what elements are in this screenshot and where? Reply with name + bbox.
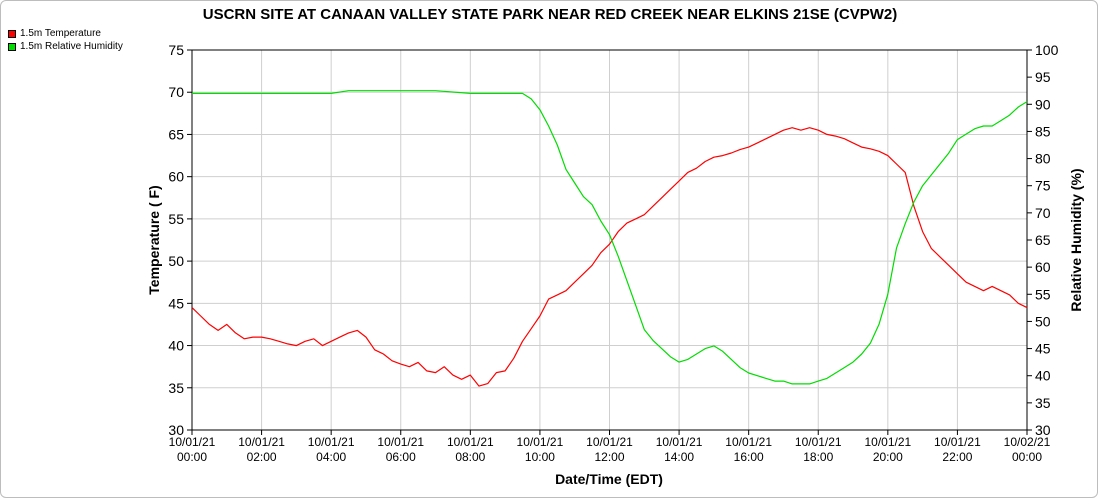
x-tick-date: 10/01/21 xyxy=(517,435,564,449)
x-tick-date: 10/01/21 xyxy=(934,435,981,449)
left-tick-label: 35 xyxy=(168,380,184,396)
right-tick-label: 80 xyxy=(1035,151,1051,167)
x-tick-time: 06:00 xyxy=(386,450,416,464)
x-tick-time: 00:00 xyxy=(1012,450,1042,464)
x-tick-date: 10/01/21 xyxy=(308,435,355,449)
x-tick-time: 20:00 xyxy=(873,450,903,464)
right-tick-label: 65 xyxy=(1035,232,1051,248)
x-tick-date: 10/01/21 xyxy=(864,435,911,449)
x-tick-date: 10/01/21 xyxy=(795,435,842,449)
left-tick-label: 75 xyxy=(168,42,184,58)
left-tick-label: 30 xyxy=(168,422,184,438)
legend-item-humidity: 1.5m Relative Humidity xyxy=(8,40,123,53)
x-tick-date: 10/01/21 xyxy=(586,435,633,449)
right-tick-label: 30 xyxy=(1035,422,1051,438)
left-tick-label: 40 xyxy=(168,338,184,354)
humidity-series-line xyxy=(192,90,1028,385)
x-axis-label: Date/Time (EDT) xyxy=(555,471,663,487)
legend-swatch-temperature xyxy=(8,29,16,38)
x-tick-time: 10:00 xyxy=(525,450,555,464)
right-tick-label: 40 xyxy=(1035,368,1051,384)
right-tick-label: 100 xyxy=(1035,42,1059,58)
x-tick-time: 00:00 xyxy=(177,450,207,464)
x-tick-time: 02:00 xyxy=(247,450,277,464)
right-tick-label: 45 xyxy=(1035,341,1051,357)
right-tick-label: 90 xyxy=(1035,96,1051,112)
left-tick-label: 60 xyxy=(168,169,184,185)
legend-label-temperature: 1.5m Temperature xyxy=(20,28,101,39)
left-axis-ticks: 30 35 40 45 50 55 60 65 70 75 xyxy=(168,42,192,438)
chart-title: USCRN SITE AT CANAAN VALLEY STATE PARK N… xyxy=(203,6,898,23)
right-tick-label: 85 xyxy=(1035,123,1051,139)
x-tick-date: 10/01/21 xyxy=(377,435,424,449)
right-tick-label: 35 xyxy=(1035,395,1051,411)
grid-lines xyxy=(192,50,1027,430)
x-tick-time: 22:00 xyxy=(942,450,972,464)
right-tick-label: 95 xyxy=(1035,69,1051,85)
right-tick-label: 55 xyxy=(1035,286,1051,302)
x-tick-date: 10/01/21 xyxy=(725,435,772,449)
right-tick-label: 75 xyxy=(1035,178,1051,194)
legend-label-humidity: 1.5m Relative Humidity xyxy=(20,41,123,52)
x-tick-date: 10/02/21 xyxy=(1004,435,1051,449)
right-tick-label: 50 xyxy=(1035,313,1051,329)
x-tick-time: 14:00 xyxy=(664,450,694,464)
right-tick-label: 70 xyxy=(1035,205,1051,221)
temperature-series-line xyxy=(191,127,1028,387)
x-tick-time: 18:00 xyxy=(803,450,833,464)
right-axis-label: Relative Humidity (%) xyxy=(1068,168,1084,311)
right-tick-label: 60 xyxy=(1035,259,1051,275)
x-tick-date: 10/01/21 xyxy=(238,435,285,449)
x-tick-time: 04:00 xyxy=(316,450,346,464)
series-layer xyxy=(191,90,1028,387)
x-tick-date: 10/01/21 xyxy=(656,435,703,449)
x-tick-time: 16:00 xyxy=(734,450,764,464)
left-tick-label: 70 xyxy=(168,84,184,100)
left-axis-label: Temperature ( F) xyxy=(146,185,162,294)
x-tick-time: 12:00 xyxy=(594,450,624,464)
left-tick-label: 55 xyxy=(168,211,184,227)
left-tick-label: 50 xyxy=(168,253,184,269)
left-tick-label: 45 xyxy=(168,295,184,311)
legend-item-temperature: 1.5m Temperature xyxy=(8,27,123,40)
legend-swatch-humidity xyxy=(8,42,16,51)
x-tick-date: 10/01/21 xyxy=(169,435,216,449)
left-tick-label: 65 xyxy=(168,126,184,142)
right-axis-ticks: 30 35 40 45 50 55 60 65 70 75 80 85 90 95 100 xyxy=(1027,42,1059,438)
x-tick-time: 08:00 xyxy=(455,450,485,464)
x-tick-date: 10/01/21 xyxy=(447,435,494,449)
x-axis-ticks: 10/01/2100:0010/01/2102:0010/01/2104:001… xyxy=(169,430,1051,464)
legend: 1.5m Temperature 1.5m Relative Humidity xyxy=(8,27,123,53)
